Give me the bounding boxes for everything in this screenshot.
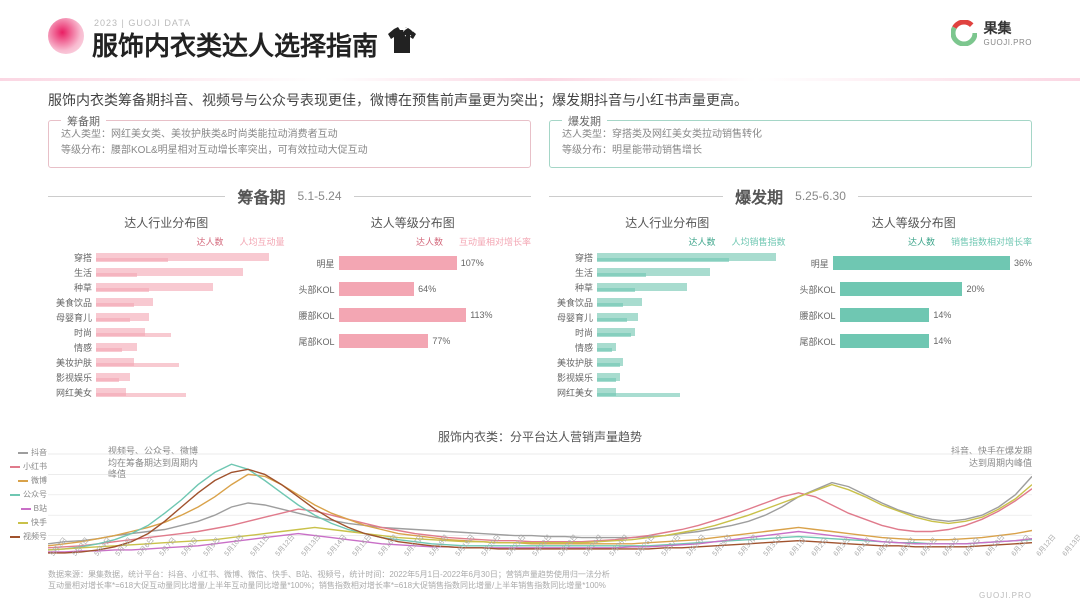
burst-line1: 达人类型：穿搭类及网红美女类拉动销售转化 [562, 127, 1019, 143]
burst-period-label: 爆发期 [562, 113, 607, 129]
prep-level-chart: 达人等级分布图 达人数互动量相对增长率 明星 107% 头部KOL 64% 腰部… [295, 214, 532, 400]
tshirt-icon [386, 27, 418, 62]
chart-title: 达人等级分布图 [295, 214, 532, 231]
prep-phase-header: 筹备期 5.1-5.24 [48, 184, 531, 208]
bar-row: 影视娱乐 [48, 370, 285, 384]
chart-title: 达人等级分布图 [796, 214, 1033, 231]
brand-logo: 果集 GUOJI.PRO [951, 18, 1032, 47]
bar-row: 情感 [48, 340, 285, 354]
bar-row: 穿搭 [48, 250, 285, 264]
bar-row: 穿搭 [549, 250, 786, 264]
footer-line1: 数据来源：果集数据，统计平台：抖音、小红书、微博、微信、快手、B站、视频号，统计… [48, 569, 1032, 580]
period-boxes: 筹备期 达人类型：网红美女类、美妆护肤类&时尚类能拉动消费者互动 等级分布：腰部… [48, 120, 1032, 168]
prep-phase-dates: 5.1-5.24 [297, 189, 341, 203]
footer-brand: GUOJI.PRO [979, 591, 1032, 600]
bar-row: 种草 [48, 280, 285, 294]
chart-legend: 达人数销售指数相对增长率 [796, 235, 1033, 248]
bar-row: 美妆护肤 [549, 355, 786, 369]
prep-period-box: 筹备期 达人类型：网红美女类、美妆护肤类&时尚类能拉动消费者互动 等级分布：腰部… [48, 120, 531, 168]
level-row: 腰部KOL 113% [295, 302, 532, 328]
bar-row: 时尚 [48, 325, 285, 339]
burst-line2: 等级分布：明星能带动销售增长 [562, 143, 1019, 159]
line-chart-xaxis: 5月2日5月3日5月4日5月5日5月6日5月7日5月8日5月9日5月10日5月1… [48, 552, 1032, 562]
brand-name-cn: 果集 [983, 18, 1032, 38]
bar-row: 生活 [549, 265, 786, 279]
prep-line1: 达人类型：网红美女类、美妆护肤类&时尚类能拉动消费者互动 [61, 127, 518, 143]
level-row: 头部KOL 64% [295, 276, 532, 302]
chart-legend: 达人数人均销售指数 [549, 235, 786, 248]
bar-row: 时尚 [549, 325, 786, 339]
bar-row: 网红美女 [48, 385, 285, 399]
bar-row: 美食饮品 [549, 295, 786, 309]
brand-icon [951, 20, 977, 46]
bar-row: 生活 [48, 265, 285, 279]
bar-row: 母婴育儿 [549, 310, 786, 324]
prep-half: 筹备期 5.1-5.24 达人行业分布图 达人数人均互动量 穿搭 生活 种草 [48, 184, 531, 418]
logo-gradient-icon [48, 18, 84, 54]
brand-name-en: GUOJI.PRO [983, 38, 1032, 47]
burst-industry-chart: 达人行业分布图 达人数人均销售指数 穿搭 生活 种草 美食饮品 [549, 214, 786, 400]
chart-title: 达人行业分布图 [549, 214, 786, 231]
line-chart-title: 服饰内衣类：分平台达人营销声量趋势 [48, 428, 1032, 445]
prep-period-label: 筹备期 [61, 113, 106, 129]
level-row: 明星 107% [295, 250, 532, 276]
level-row: 头部KOL 20% [796, 276, 1033, 302]
charts-section: 筹备期 5.1-5.24 达人行业分布图 达人数人均互动量 穿搭 生活 种草 [48, 184, 1032, 418]
bar-row: 美妆护肤 [48, 355, 285, 369]
prep-phase-name: 筹备期 [237, 184, 285, 208]
accent-divider [0, 78, 1080, 81]
burst-phase-dates: 5.25-6.30 [795, 189, 846, 203]
bar-row: 影视娱乐 [549, 370, 786, 384]
burst-period-box: 爆发期 达人类型：穿搭类及网红美女类拉动销售转化 等级分布：明星能带动销售增长 [549, 120, 1032, 168]
line-chart-legend: 抖音小红书微博公众号B站快手视频号 [10, 446, 47, 544]
chart-title: 达人行业分布图 [48, 214, 285, 231]
bar-row: 母婴育儿 [48, 310, 285, 324]
prep-line2: 等级分布：腰部KOL&明星相对互动增长率突出，可有效拉动大促互动 [61, 143, 518, 159]
level-row: 明星 36% [796, 250, 1033, 276]
bar-row: 情感 [549, 340, 786, 354]
level-row: 腰部KOL 14% [796, 302, 1033, 328]
prep-industry-chart: 达人行业分布图 达人数人均互动量 穿搭 生活 种草 美食饮品 [48, 214, 285, 400]
bar-row: 网红美女 [549, 385, 786, 399]
burst-half: 爆发期 5.25-6.30 达人行业分布图 达人数人均销售指数 穿搭 生活 种草 [549, 184, 1032, 418]
footer-line2: 互动量相对增长率*=618大促互动量同比增量/上半年互动量同比增量*100%；销… [48, 580, 1032, 591]
summary-text: 服饰内衣类筹备期抖音、视频号与公众号表现更佳，微博在预售前声量更为突出；爆发期抖… [48, 90, 1032, 110]
level-row: 尾部KOL 14% [796, 328, 1033, 354]
chart-legend: 达人数人均互动量 [48, 235, 285, 248]
chart-legend: 达人数互动量相对增长率 [295, 235, 532, 248]
bar-row: 种草 [549, 280, 786, 294]
bar-row: 美食饮品 [48, 295, 285, 309]
page-title-text: 服饰内衣类达人选择指南 [92, 26, 378, 63]
level-row: 尾部KOL 77% [295, 328, 532, 354]
burst-phase-name: 爆发期 [735, 184, 783, 208]
footer: 数据来源：果集数据，统计平台：抖音、小红书、微博、微信、快手、B站、视频号，统计… [48, 569, 1032, 600]
burst-phase-header: 爆发期 5.25-6.30 [549, 184, 1032, 208]
page-title: 服饰内衣类达人选择指南 [92, 26, 418, 63]
burst-level-chart: 达人等级分布图 达人数销售指数相对增长率 明星 36% 头部KOL 20% 腰部… [796, 214, 1033, 400]
header: 2023 | GUOJI DATA 服饰内衣类达人选择指南 果集 GUOJI.P… [48, 18, 1032, 63]
line-chart: 服饰内衣类：分平台达人营销声量趋势 抖音小红书微博公众号B站快手视频号 视频号、… [48, 428, 1032, 568]
